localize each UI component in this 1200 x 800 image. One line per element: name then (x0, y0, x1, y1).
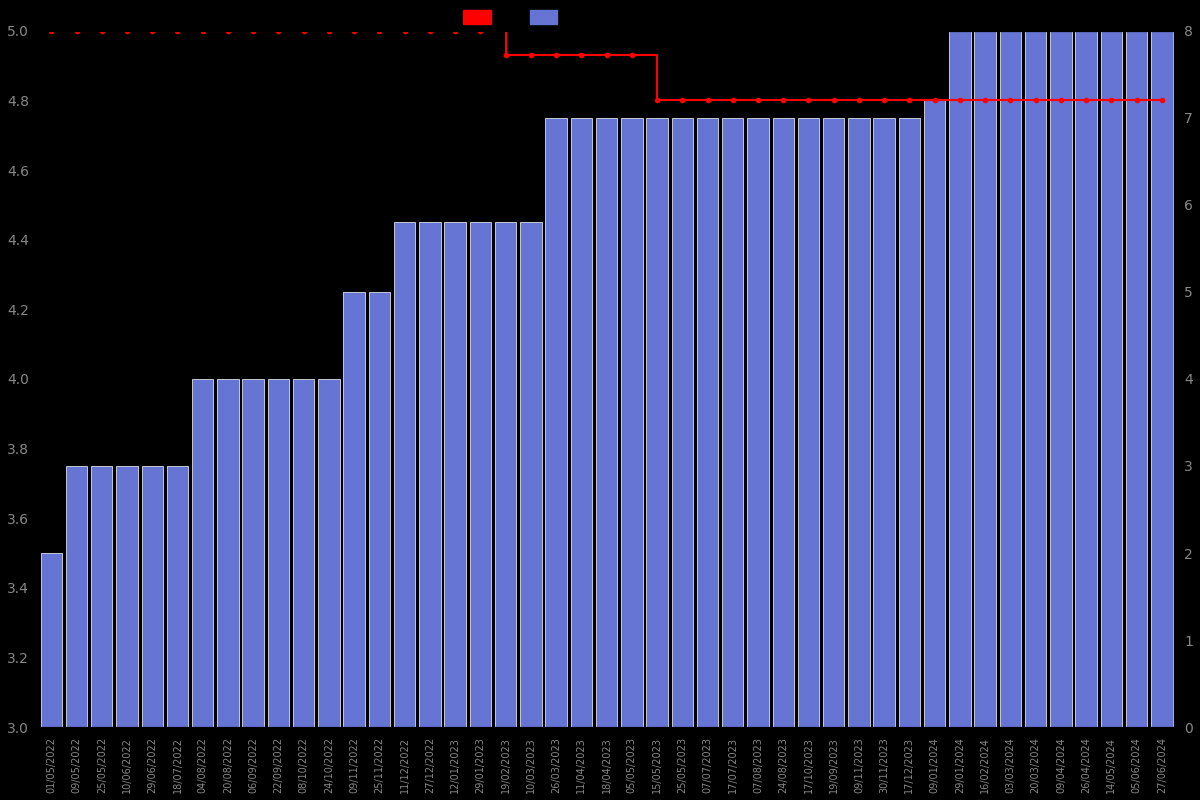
Bar (268, 379, 289, 727)
Bar (394, 222, 415, 727)
Bar (874, 118, 895, 727)
Bar (1151, 31, 1172, 727)
Bar (66, 466, 88, 727)
Bar (142, 466, 163, 727)
Bar (748, 118, 769, 727)
Bar (924, 101, 946, 727)
Bar (520, 222, 541, 727)
Bar (368, 292, 390, 727)
Bar (798, 118, 820, 727)
Bar (1050, 31, 1072, 727)
Bar (899, 118, 920, 727)
Bar (242, 379, 264, 727)
Bar (444, 222, 466, 727)
Bar (974, 31, 996, 727)
Bar (1126, 31, 1147, 727)
Bar (1075, 31, 1097, 727)
Bar (848, 118, 870, 727)
Bar (318, 379, 340, 727)
Bar (647, 118, 667, 727)
Bar (773, 118, 794, 727)
Bar (343, 292, 365, 727)
Bar (722, 118, 744, 727)
Bar (293, 379, 314, 727)
Bar (217, 379, 239, 727)
Bar (823, 118, 845, 727)
Bar (697, 118, 719, 727)
Bar (570, 118, 592, 727)
Bar (672, 118, 694, 727)
Bar (192, 379, 214, 727)
Bar (41, 553, 62, 727)
Bar (469, 222, 491, 727)
Bar (419, 222, 440, 727)
Bar (167, 466, 188, 727)
Bar (949, 31, 971, 727)
Bar (116, 466, 138, 727)
Bar (91, 466, 113, 727)
Bar (622, 118, 642, 727)
Bar (545, 118, 566, 727)
Legend: , : , (456, 3, 576, 32)
Bar (1000, 31, 1021, 727)
Bar (494, 222, 516, 727)
Bar (596, 118, 617, 727)
Bar (1025, 31, 1046, 727)
Bar (1100, 31, 1122, 727)
